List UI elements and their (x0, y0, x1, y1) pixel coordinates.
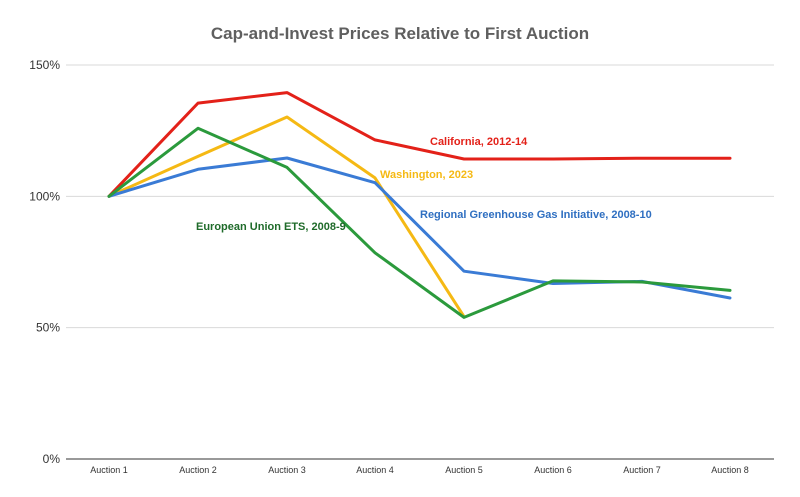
series-label-washington: Washington, 2023 (380, 169, 473, 181)
y-tick-label: 100% (29, 189, 60, 203)
chart-title: Cap-and-Invest Prices Relative to First … (211, 24, 589, 43)
x-tick-label: Auction 3 (268, 465, 306, 475)
x-axis-tick-labels: Auction 1 Auction 2 Auction 3 Auction 4 Auct… (90, 465, 749, 475)
series-lines (107, 91, 732, 319)
y-tick-label: 150% (29, 58, 60, 72)
y-tick-label: 50% (36, 321, 60, 335)
x-tick-label: Auction 1 (90, 465, 128, 475)
x-tick-label: Auction 6 (534, 465, 572, 475)
series-line-1 (107, 115, 466, 319)
y-axis-tick-labels: 0% 50% 100% 150% (29, 58, 60, 466)
series-line-3 (107, 126, 732, 319)
x-tick-label: Auction 5 (445, 465, 483, 475)
x-tick-label: Auction 2 (179, 465, 217, 475)
y-tick-label: 0% (43, 452, 61, 466)
gridlines (66, 64, 774, 460)
x-tick-label: Auction 8 (711, 465, 749, 475)
x-tick-label: Auction 4 (356, 465, 394, 475)
series-label-eu-ets: European Union ETS, 2008-9 (196, 221, 346, 233)
x-tick-label: Auction 7 (623, 465, 661, 475)
series-label-rggi: Regional Greenhouse Gas Initiative, 2008… (420, 209, 652, 221)
series-label-california: California, 2012-14 (430, 136, 528, 148)
series-line-0 (107, 91, 732, 198)
